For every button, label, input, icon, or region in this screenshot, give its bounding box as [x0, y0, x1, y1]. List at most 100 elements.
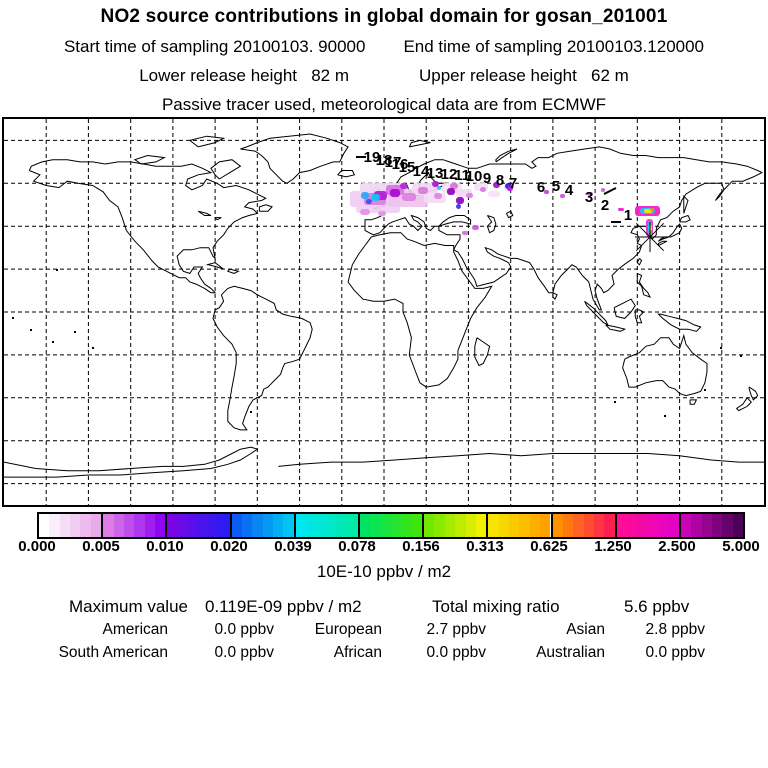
colorbar-segment [614, 514, 679, 537]
island [720, 347, 722, 349]
colorbar-step [540, 514, 551, 537]
plume-patch [456, 204, 461, 209]
colorbar-step [680, 514, 692, 537]
trajectory-hour-label: 1 [624, 207, 632, 224]
colorbar-segment [486, 514, 551, 537]
coastline [337, 170, 356, 178]
island [12, 317, 14, 319]
trajectory-hour-label: 17 [385, 154, 402, 171]
coastline [214, 217, 222, 221]
trajectory-hour-label: 15 [399, 159, 416, 176]
colorbar-step [188, 514, 199, 537]
colorbar-step [262, 514, 273, 537]
european-label: European [314, 621, 382, 638]
island [52, 341, 54, 343]
stats-row-regions-2: South American 0.0 ppbv African 0.0 ppbv… [0, 644, 705, 662]
coastline [613, 298, 636, 319]
trajectory-hour-label: 9 [483, 170, 491, 187]
american-label: American [102, 621, 168, 638]
colorbar-step [241, 514, 253, 537]
australian-value: 0.0 ppbv [645, 644, 705, 661]
colorbar-step [306, 514, 317, 537]
coastline [28, 159, 267, 294]
island [704, 389, 706, 391]
colorbar-step [691, 514, 702, 537]
coastline [347, 232, 493, 388]
island [740, 355, 742, 357]
coastline [474, 337, 491, 367]
colorbar-step [123, 514, 135, 537]
world-map-panel: 19 18 17 16 15 14 13 12 11 10 9 8 7 6 5 4 3 2 1 [2, 117, 766, 507]
colorbar-step [509, 514, 520, 537]
colorbar-step [103, 514, 114, 537]
south-american-label: South American [58, 644, 168, 661]
colorbar-tick-label: 0.156 [402, 538, 440, 555]
colorbar-step [627, 514, 638, 537]
colorbar-step [80, 514, 91, 537]
plume-patch [418, 187, 428, 194]
colorbar-step [134, 514, 145, 537]
colorbar-segment [101, 514, 166, 537]
plume-patch [488, 191, 500, 197]
coastline [226, 268, 240, 274]
colorbar-step [70, 514, 81, 537]
plume-patch [462, 231, 468, 235]
island [92, 347, 94, 349]
plot-title: NO2 source contributions in global domai… [100, 6, 668, 27]
european-value: 2.7 ppbv [426, 621, 486, 638]
colorbar-step [370, 514, 381, 537]
max-value-number: 0.119E-09 ppbv / m2 [205, 597, 362, 616]
trajectory-hour-label: 3 [585, 189, 593, 206]
coastline [505, 210, 514, 219]
colorbar-step [198, 514, 209, 537]
colorbar-tick-label: 0.000 [18, 538, 56, 555]
colorbar-step [616, 514, 628, 537]
colorbar-step [732, 514, 744, 537]
total-mixing-ratio-label: Total mixing ratio [432, 597, 560, 616]
coastline [4, 446, 259, 478]
plume-patch [378, 211, 386, 216]
plume-patch [601, 188, 605, 192]
colorbar-tick-label: 5.000 [722, 538, 760, 555]
colorbar-step [411, 514, 423, 537]
trajectory-hour-label: 11 [454, 167, 470, 184]
coastline [258, 204, 274, 212]
coastline [622, 333, 708, 397]
colorbar-tick-labels: 0.000 0.005 0.010 0.020 0.039 0.078 0.156 0.313… [0, 538, 768, 556]
header-block: NO2 source contributions in global domai… [0, 0, 768, 115]
colorbar-step [711, 514, 723, 537]
coastline [748, 386, 759, 401]
coastline [657, 313, 702, 332]
coastline [657, 240, 668, 246]
plume-patch [437, 186, 441, 190]
coastline [278, 452, 764, 467]
colorbar-step [252, 514, 263, 537]
coastline [683, 194, 689, 214]
african-label: African [333, 644, 382, 661]
lower-release-text: Lower release height 82 m [139, 66, 349, 85]
coastline [133, 154, 167, 165]
colorbar-step [273, 514, 284, 537]
colorbar-step [337, 514, 348, 537]
colorbar-step [647, 514, 659, 537]
coastline [188, 135, 226, 148]
colorbar-segment [357, 514, 423, 537]
colorbar-units-label: 10E-10 ppbv / m2 [316, 562, 452, 581]
coastline [408, 139, 431, 148]
colorbar-step [391, 514, 402, 537]
colorbar-step [668, 514, 679, 537]
tracer-info-text: Passive tracer used, meteorological data… [161, 95, 607, 114]
colorbar [37, 512, 745, 539]
plume-patch [493, 182, 500, 188]
colorbar-step [519, 514, 530, 537]
plume-patch [390, 189, 400, 197]
colorbar-segment [165, 514, 230, 537]
coastline [552, 292, 558, 300]
colorbar-step [593, 514, 605, 537]
colorbar-step [583, 514, 594, 537]
colorbar-step [359, 514, 371, 537]
colorbar-step [722, 514, 733, 537]
coastline [206, 262, 224, 270]
plume-patch [644, 209, 652, 213]
colorbar-step [604, 514, 615, 537]
